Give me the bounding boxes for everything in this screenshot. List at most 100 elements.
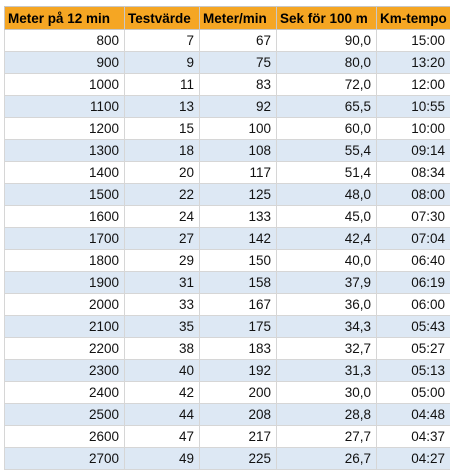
header-meters-12-min[interactable]: Meter på 12 min [5,7,125,30]
cell-test-value[interactable]: 33 [125,294,200,316]
cell-km-pace[interactable]: 07:04 [377,228,450,250]
cell-sec-per-100m[interactable]: 28,8 [277,404,377,426]
cell-meters-per-min[interactable]: 92 [200,96,277,118]
cell-sec-per-100m[interactable]: 90,0 [277,30,377,52]
cell-meters-per-min[interactable]: 208 [200,404,277,426]
cell-sec-per-100m[interactable]: 48,0 [277,184,377,206]
cell-meters-12-min[interactable]: 2600 [5,426,125,448]
cell-test-value[interactable]: 15 [125,118,200,140]
cell-meters-12-min[interactable]: 2100 [5,316,125,338]
cell-km-pace[interactable]: 08:34 [377,162,450,184]
cell-test-value[interactable]: 22 [125,184,200,206]
cell-test-value[interactable]: 29 [125,250,200,272]
cell-km-pace[interactable]: 05:43 [377,316,450,338]
cell-sec-per-100m[interactable]: 60,0 [277,118,377,140]
cell-meters-12-min[interactable]: 2300 [5,360,125,382]
cell-meters-12-min[interactable]: 900 [5,52,125,74]
cell-test-value[interactable]: 24 [125,206,200,228]
cell-km-pace[interactable]: 04:37 [377,426,450,448]
cell-meters-per-min[interactable]: 125 [200,184,277,206]
cell-sec-per-100m[interactable]: 30,0 [277,382,377,404]
cell-meters-per-min[interactable]: 175 [200,316,277,338]
cell-sec-per-100m[interactable]: 26,7 [277,448,377,470]
cell-meters-per-min[interactable]: 75 [200,52,277,74]
cell-meters-12-min[interactable]: 2200 [5,338,125,360]
cell-meters-per-min[interactable]: 217 [200,426,277,448]
cell-meters-per-min[interactable]: 200 [200,382,277,404]
cell-sec-per-100m[interactable]: 37,9 [277,272,377,294]
cell-test-value[interactable]: 31 [125,272,200,294]
cell-km-pace[interactable]: 09:14 [377,140,450,162]
cell-km-pace[interactable]: 05:27 [377,338,450,360]
cell-meters-12-min[interactable]: 1300 [5,140,125,162]
header-sec-per-100m[interactable]: Sek för 100 m [277,7,377,30]
cell-km-pace[interactable]: 06:19 [377,272,450,294]
cell-test-value[interactable]: 40 [125,360,200,382]
cell-test-value[interactable]: 18 [125,140,200,162]
cell-sec-per-100m[interactable]: 72,0 [277,74,377,96]
cell-sec-per-100m[interactable]: 65,5 [277,96,377,118]
cell-meters-per-min[interactable]: 142 [200,228,277,250]
cell-km-pace[interactable]: 10:00 [377,118,450,140]
cell-sec-per-100m[interactable]: 42,4 [277,228,377,250]
cell-meters-per-min[interactable]: 183 [200,338,277,360]
cell-meters-12-min[interactable]: 1000 [5,74,125,96]
cell-meters-12-min[interactable]: 1400 [5,162,125,184]
cell-meters-12-min[interactable]: 1700 [5,228,125,250]
cell-test-value[interactable]: 42 [125,382,200,404]
cell-meters-12-min[interactable]: 2400 [5,382,125,404]
cell-meters-12-min[interactable]: 800 [5,30,125,52]
cell-km-pace[interactable]: 04:48 [377,404,450,426]
cell-meters-12-min[interactable]: 1200 [5,118,125,140]
cell-test-value[interactable]: 11 [125,74,200,96]
cell-meters-12-min[interactable]: 1900 [5,272,125,294]
cell-meters-per-min[interactable]: 192 [200,360,277,382]
cell-km-pace[interactable]: 05:13 [377,360,450,382]
cell-km-pace[interactable]: 12:00 [377,74,450,96]
cell-sec-per-100m[interactable]: 45,0 [277,206,377,228]
cell-test-value[interactable]: 27 [125,228,200,250]
cell-sec-per-100m[interactable]: 32,7 [277,338,377,360]
cell-km-pace[interactable]: 15:00 [377,30,450,52]
cell-meters-per-min[interactable]: 158 [200,272,277,294]
cell-meters-per-min[interactable]: 108 [200,140,277,162]
cell-meters-per-min[interactable]: 117 [200,162,277,184]
cell-meters-12-min[interactable]: 2500 [5,404,125,426]
cell-meters-per-min[interactable]: 67 [200,30,277,52]
cell-meters-12-min[interactable]: 1600 [5,206,125,228]
header-test-value[interactable]: Testvärde [125,7,200,30]
cell-km-pace[interactable]: 06:00 [377,294,450,316]
cell-test-value[interactable]: 44 [125,404,200,426]
cell-km-pace[interactable]: 08:00 [377,184,450,206]
cell-test-value[interactable]: 38 [125,338,200,360]
cell-meters-per-min[interactable]: 100 [200,118,277,140]
cell-km-pace[interactable]: 07:30 [377,206,450,228]
cell-test-value[interactable]: 49 [125,448,200,470]
cell-km-pace[interactable]: 04:27 [377,448,450,470]
cell-test-value[interactable]: 13 [125,96,200,118]
cell-test-value[interactable]: 35 [125,316,200,338]
cell-test-value[interactable]: 47 [125,426,200,448]
header-km-pace[interactable]: Km-tempo [377,7,450,30]
cell-meters-12-min[interactable]: 1800 [5,250,125,272]
cell-meters-per-min[interactable]: 150 [200,250,277,272]
cell-meters-per-min[interactable]: 83 [200,74,277,96]
cell-meters-12-min[interactable]: 1500 [5,184,125,206]
cell-test-value[interactable]: 7 [125,30,200,52]
cell-sec-per-100m[interactable]: 51,4 [277,162,377,184]
cell-km-pace[interactable]: 10:55 [377,96,450,118]
cell-km-pace[interactable]: 06:40 [377,250,450,272]
cell-km-pace[interactable]: 05:00 [377,382,450,404]
cell-sec-per-100m[interactable]: 31,3 [277,360,377,382]
cell-meters-12-min[interactable]: 2000 [5,294,125,316]
cell-meters-per-min[interactable]: 133 [200,206,277,228]
cell-sec-per-100m[interactable]: 80,0 [277,52,377,74]
cell-meters-per-min[interactable]: 167 [200,294,277,316]
cell-sec-per-100m[interactable]: 27,7 [277,426,377,448]
cell-meters-12-min[interactable]: 2700 [5,448,125,470]
header-meters-per-min[interactable]: Meter/min [200,7,277,30]
cell-sec-per-100m[interactable]: 40,0 [277,250,377,272]
cell-test-value[interactable]: 20 [125,162,200,184]
cell-km-pace[interactable]: 13:20 [377,52,450,74]
cell-meters-12-min[interactable]: 1100 [5,96,125,118]
